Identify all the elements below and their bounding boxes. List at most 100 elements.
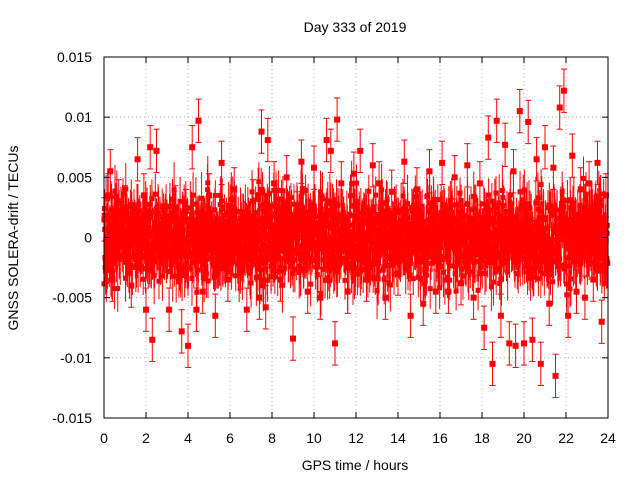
data-point-marker [264,254,270,260]
data-point-marker [198,216,204,222]
data-point-marker [604,256,610,262]
data-point [256,275,263,320]
data-point-marker [559,189,565,195]
data-point-marker [517,189,523,195]
data-point-marker [171,187,177,193]
data-point-marker [560,87,567,94]
data-point-marker [567,254,573,260]
data-point-marker [334,116,341,123]
data-point-marker [490,279,496,285]
data-point [521,321,527,366]
data-point-marker [500,217,506,223]
data-point-marker [254,275,260,281]
data-point-marker [588,204,594,210]
data-point-marker [328,207,334,213]
data-point-marker [279,196,285,202]
data-point-marker [143,306,149,313]
data-point-marker [131,204,137,210]
data-point [590,257,597,302]
data-point-marker [272,211,278,217]
data-point-marker [383,211,389,217]
data-points [101,68,609,399]
data-point-marker [366,188,372,194]
data-point [111,191,118,236]
data-point-marker [349,181,355,187]
data-point-marker [551,256,557,262]
data-point-marker [512,249,518,255]
data-point-marker [462,212,468,218]
data-point [586,161,593,206]
data-point-marker [387,255,393,261]
data-point-marker [170,273,176,279]
data-point-marker [344,217,350,223]
data-point-marker [387,282,393,288]
data-point-marker [237,264,244,271]
data-point-marker [388,188,395,195]
data-point-marker [344,288,351,295]
data-point-marker [597,255,603,261]
data-point-marker [311,164,317,171]
data-point-marker [232,212,238,218]
data-point-marker [167,268,173,274]
data-point-marker [524,204,530,210]
data-point-marker [201,276,207,282]
data-point-marker [222,225,228,231]
data-point-marker [570,206,576,212]
data-point [237,245,244,290]
data-point-marker [432,288,439,295]
data-point-marker [140,192,147,199]
data-point [153,128,160,174]
data-point-marker [426,168,433,175]
data-point-marker [523,210,529,216]
data-point-marker [363,276,370,283]
data-point-marker [581,294,588,301]
data-point-marker [205,278,211,284]
x-tick-label: 18 [474,430,490,446]
data-point-marker [564,292,570,298]
data-point [485,115,492,160]
data-point-marker [227,208,233,214]
data-point-marker [497,280,503,286]
x-tick-label: 12 [348,430,364,446]
data-point-marker [497,213,503,219]
data-point-marker [514,243,520,249]
data-point-marker [212,192,218,198]
data-point-marker [595,229,601,235]
data-point-marker [482,208,488,214]
data-point [556,85,563,130]
data-point-marker [580,175,586,181]
data-point-marker [529,336,536,343]
data-point-marker [485,134,492,141]
data-point-marker [144,212,150,218]
data-point-marker [364,218,370,224]
data-point-marker [522,264,528,270]
data-point-marker [369,162,376,169]
data-point-marker [182,270,188,276]
data-point-marker [285,257,291,263]
data-point-marker [226,202,232,208]
data-point-marker [453,288,459,294]
data-point-marker [267,204,273,210]
data-point-marker [341,255,347,261]
data-point [159,203,166,248]
data-point-marker [187,205,193,211]
data-point-marker [117,256,123,262]
data-point-marker [446,259,452,265]
data-point-marker [139,240,145,246]
data-point-marker [594,262,600,268]
data-point-marker [503,215,509,221]
data-point-marker [256,231,262,237]
data-point-marker [435,197,441,203]
data-point-marker [421,227,427,233]
data-point [533,137,540,182]
data-point [338,161,345,206]
data-point-marker [376,180,383,187]
data-point [497,293,504,338]
data-point-marker [407,312,414,319]
data-point-marker [473,197,479,203]
data-point-marker [496,200,502,206]
data-point-marker [301,266,307,272]
data-point-marker [335,228,341,234]
data-point-marker [271,180,278,187]
data-point-marker [261,280,267,286]
